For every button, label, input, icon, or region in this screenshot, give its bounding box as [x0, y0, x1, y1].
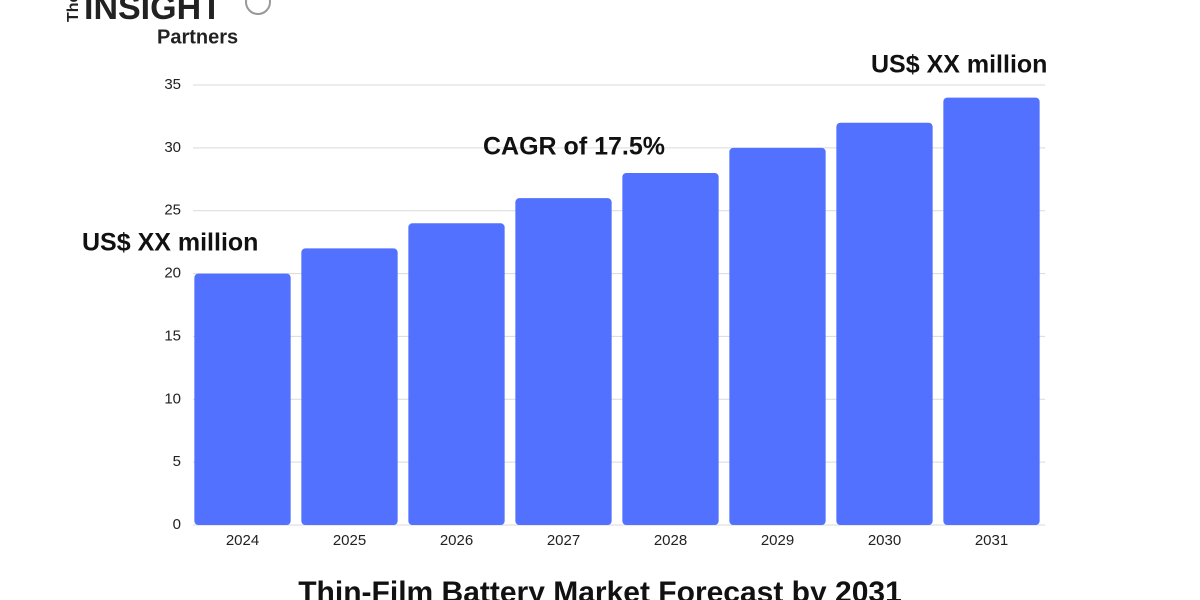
logo: The INSIGHT Partners — [65, 0, 271, 48]
y-tick-label: 10 — [164, 390, 181, 407]
bar — [836, 122, 933, 525]
bar — [729, 147, 826, 525]
y-tick-label: 5 — [173, 453, 181, 470]
logo-icon — [245, 0, 271, 15]
y-tick-label: 0 — [173, 516, 181, 533]
x-tick-label: 2030 — [868, 532, 901, 549]
x-tick-label: 2029 — [761, 532, 794, 549]
bar — [943, 97, 1040, 526]
logo-the: The — [65, 0, 82, 22]
x-tick-label: 2031 — [975, 532, 1008, 549]
bar — [301, 248, 398, 525]
y-tick-label: 25 — [164, 202, 181, 219]
y-tick-label: 30 — [164, 139, 181, 156]
bar — [408, 223, 505, 526]
x-tick-label: 2027 — [547, 532, 580, 549]
bar — [194, 273, 291, 525]
annotation: CAGR of 17.5% — [483, 133, 665, 161]
annotation: US$ XX million — [871, 51, 1047, 79]
logo-sub: Partners — [157, 26, 238, 48]
x-tick-label: 2024 — [226, 532, 259, 549]
y-tick-label: 20 — [164, 265, 181, 282]
x-tick-label: 2026 — [440, 532, 473, 549]
y-tick-label: 35 — [164, 76, 181, 93]
bar — [515, 198, 612, 525]
bar — [622, 173, 719, 525]
x-tick-label: 2025 — [333, 532, 366, 549]
chart-title: Thin-Film Battery Market Forecast by 203… — [298, 576, 902, 600]
x-tick-label: 2028 — [654, 532, 687, 549]
annotation: US$ XX million — [82, 229, 258, 257]
logo-main: INSIGHT — [84, 0, 222, 27]
y-tick-label: 15 — [164, 327, 181, 344]
